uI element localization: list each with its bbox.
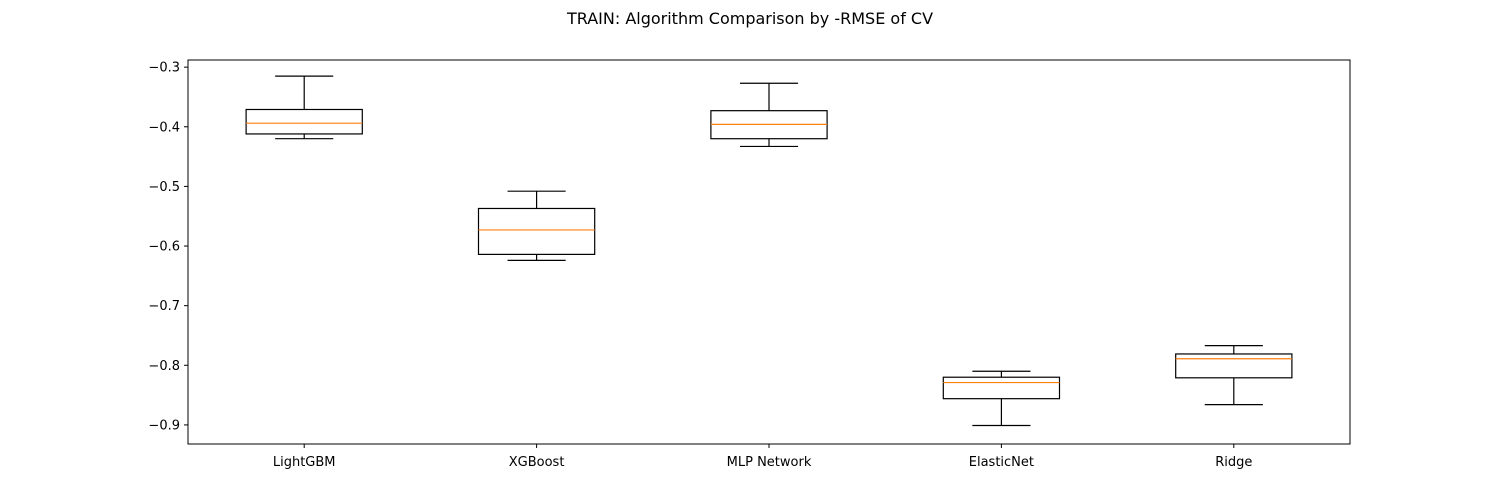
x-tick-label: XGBoost	[509, 455, 565, 470]
y-tick-label: −0.9	[148, 418, 180, 433]
boxes-layer	[245, 75, 1293, 427]
box-mlp-network	[710, 82, 828, 148]
x-tick-label: MLP Network	[727, 455, 812, 470]
y-tick-label: −0.5	[148, 180, 180, 195]
box-xgboost	[477, 190, 596, 261]
y-tick-label: −0.3	[148, 61, 180, 76]
y-tick-label: −0.4	[148, 120, 180, 135]
x-tick-label: LightGBM	[273, 455, 336, 470]
box-lightgbm	[245, 75, 363, 140]
box-body	[1175, 353, 1293, 379]
plot-frame	[187, 59, 1351, 445]
box-elasticnet	[942, 370, 1061, 427]
y-tick-label: −0.8	[148, 359, 180, 374]
y-tick-label: −0.6	[148, 240, 180, 255]
x-axis: LightGBM XGBoost MLP Network ElasticNet Ridg…	[273, 444, 1252, 470]
x-tick-label: ElasticNet	[969, 455, 1034, 470]
box-body	[477, 207, 596, 255]
box-ridge	[1175, 345, 1293, 406]
box-body	[245, 108, 363, 135]
chart-title: TRAIN: Algorithm Comparison by -RMSE of …	[566, 9, 933, 28]
box-body	[942, 376, 1061, 400]
x-tick-label: Ridge	[1215, 455, 1252, 470]
y-axis: −0.3 −0.4 −0.5 −0.6 −0.7 −0.8 −0.9	[148, 61, 188, 433]
y-tick-label: −0.7	[148, 299, 180, 314]
